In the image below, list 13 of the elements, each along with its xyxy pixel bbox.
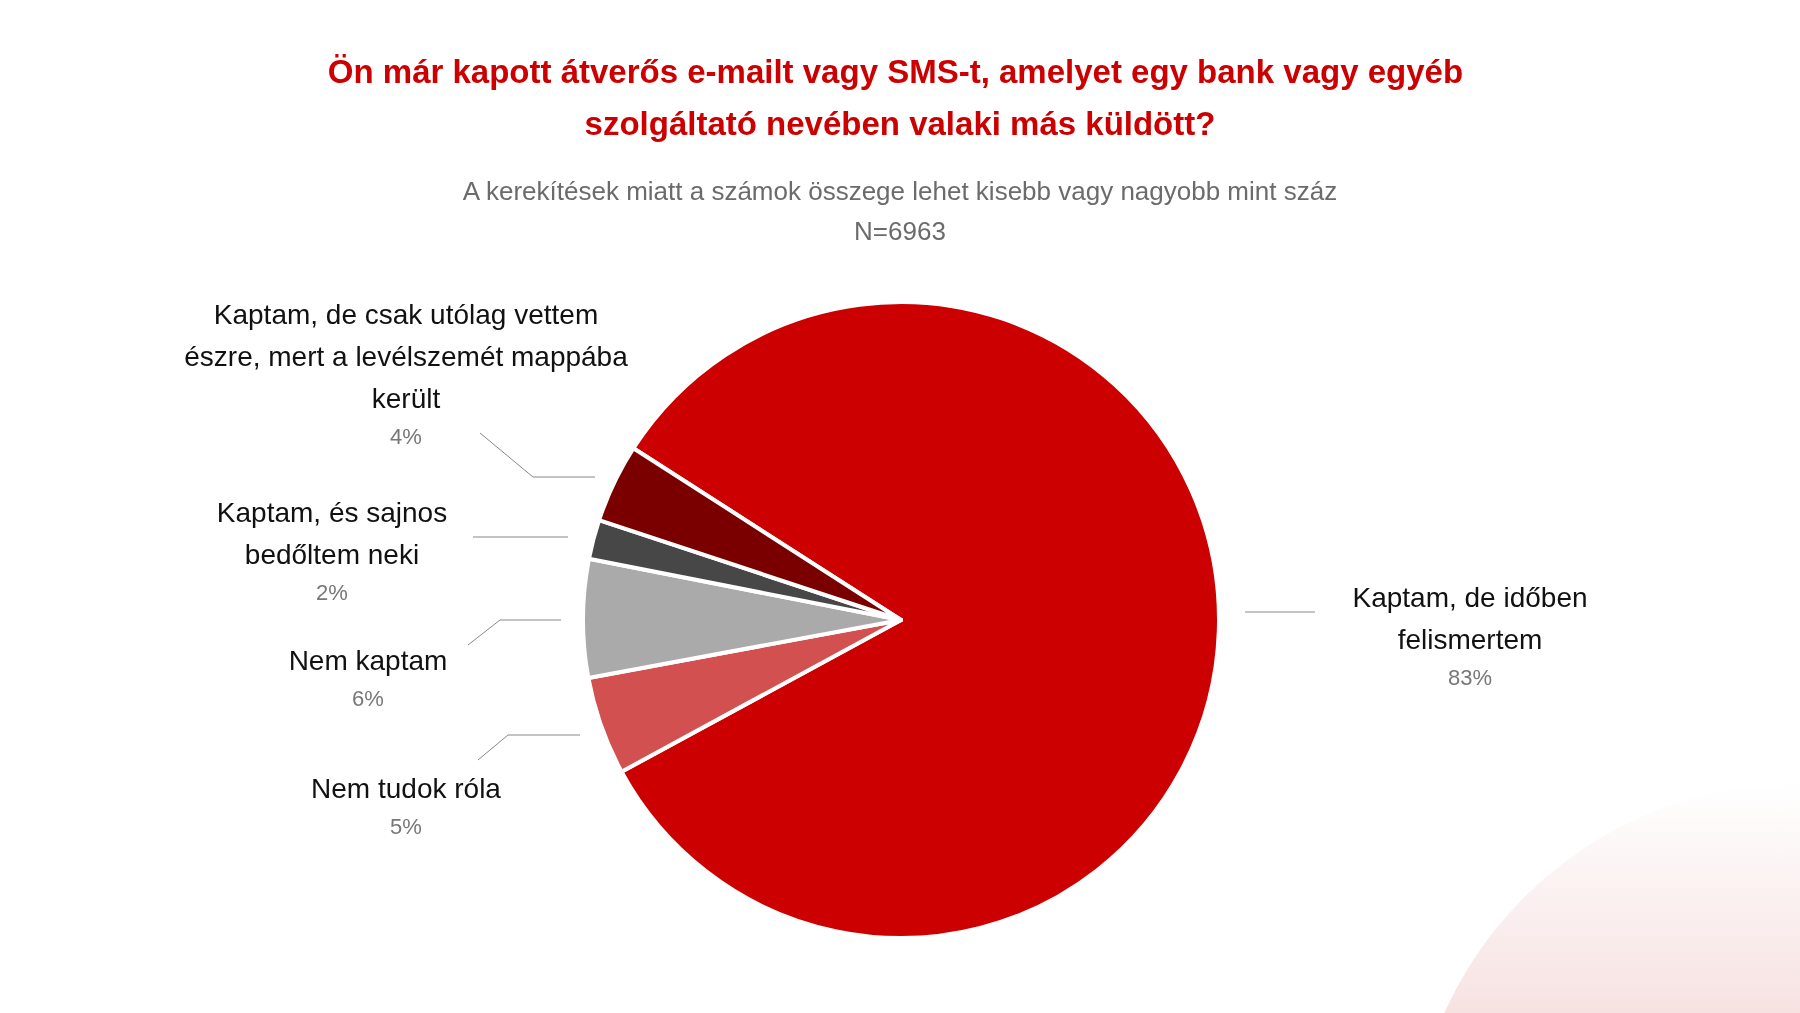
slice-label: Kaptam, és sajnos bedőltem neki [216,496,448,570]
data-label: 83% [1447,664,1493,690]
slice-label: Nem kaptam [288,644,448,676]
data-label: 4% [390,423,422,449]
chart-subtitle: A kerekítések miatt a számok összege lehet kisebb vagy nagyobb mint száz [462,176,1338,206]
data-label: 6% [352,685,384,711]
data-label: 2% [316,579,348,605]
slice-label: Kaptam, de időben felismertem [1352,581,1588,655]
slice-label: Nem tudok róla [311,772,502,804]
data-label: 5% [390,813,422,839]
slice-label: Kaptam, de csak utólag vettem észre, mert a levélszemét mappába került [184,298,629,414]
text: N=6963 [854,216,946,246]
chart-title: Ön már kapott átverős e-mailt vagy SMS-t, amelyet egy bank vagy egyéb szolgáltató nevében valaki más küldött? [327,52,1473,142]
